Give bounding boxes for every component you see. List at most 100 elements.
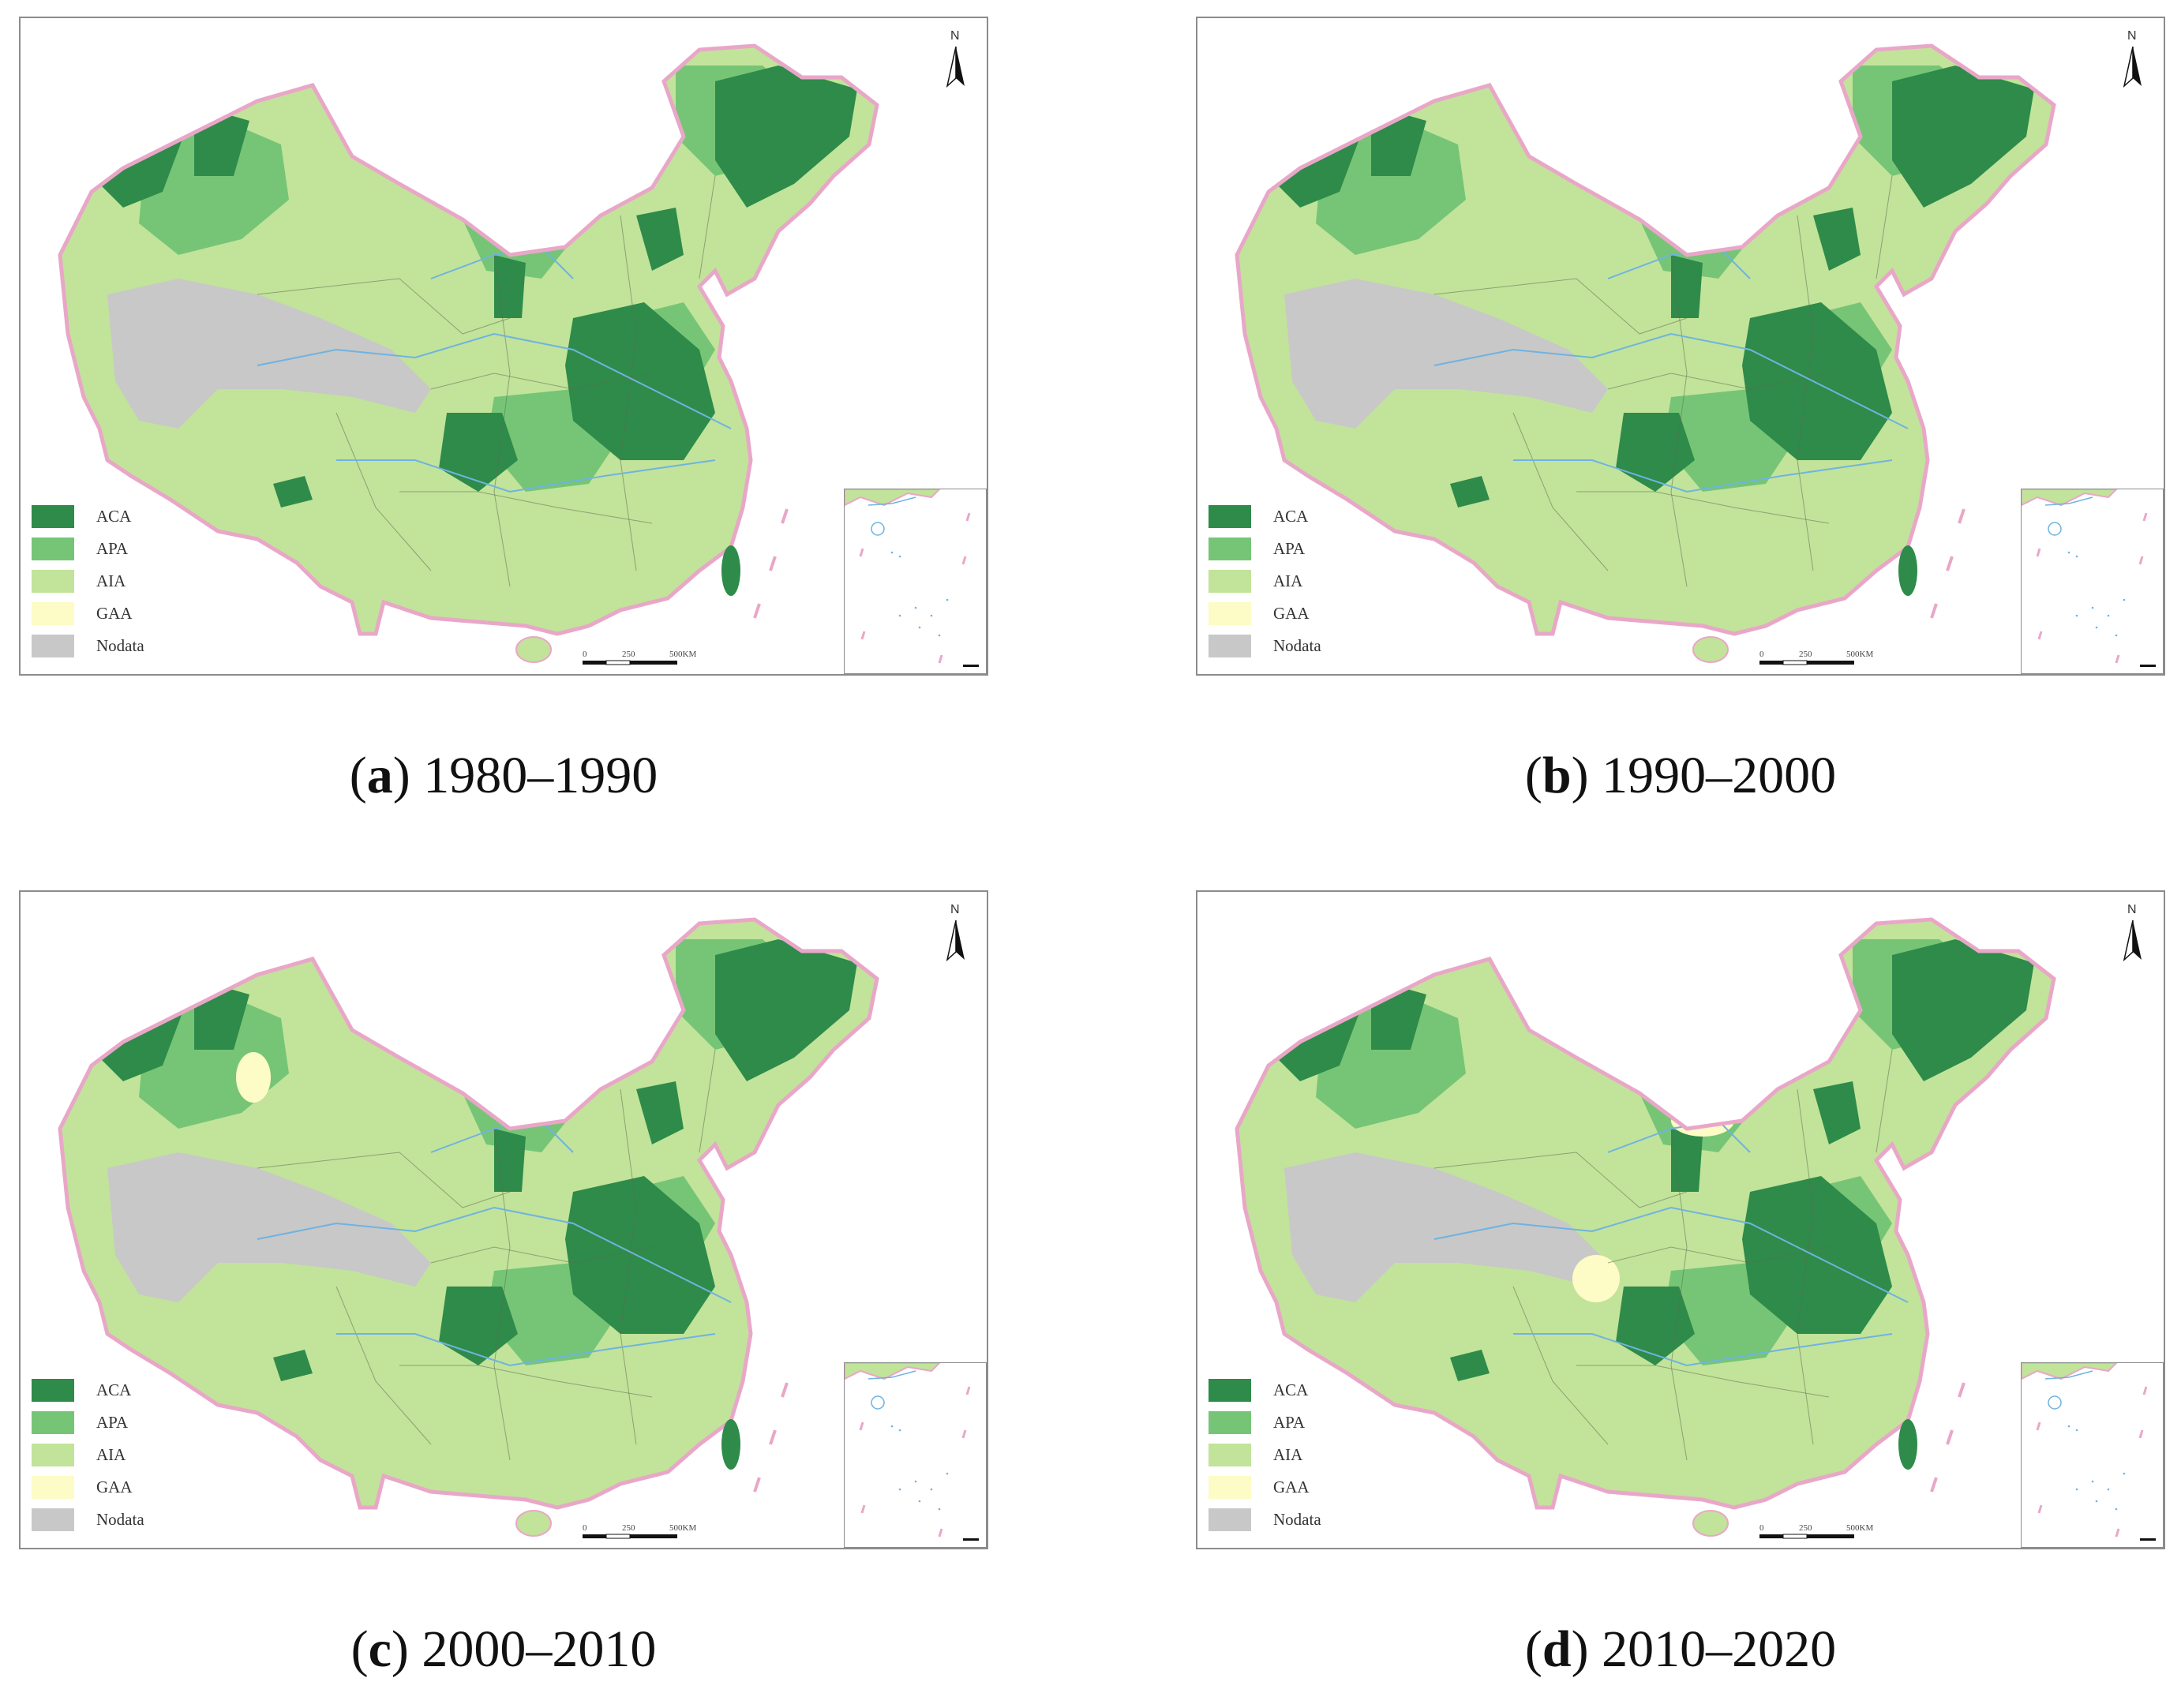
legend-swatch (1209, 635, 1251, 657)
legend-item-aca: ACA (32, 1375, 189, 1407)
region-gaa (236, 1052, 271, 1103)
scale-label: 0 (583, 1523, 587, 1533)
region-nodata (1284, 279, 1608, 429)
map-panel-b: N ACA APA AIA GAA Nodata 0 250 500KM (1196, 17, 2165, 676)
legend-label: Nodata (96, 1510, 144, 1529)
legend-label: APA (1273, 539, 1306, 558)
region-aca (1742, 1176, 1892, 1334)
legend-item-nodata: Nodata (32, 631, 189, 663)
legend-swatch (32, 602, 74, 625)
province-boundary (699, 1049, 716, 1153)
province-boundary (1433, 1152, 1688, 1208)
nine-dash-line (781, 1382, 789, 1398)
region-nodata (107, 1152, 431, 1302)
nine-dash-line (781, 508, 789, 524)
country-border (1235, 917, 2056, 1510)
north-arrow-icon: N (2121, 29, 2145, 92)
legend-swatch (32, 1476, 74, 1499)
scale-label: 0 (1759, 650, 1764, 659)
north-label: N (2127, 903, 2137, 916)
province-boundary (1797, 1088, 1814, 1445)
scale-bar: 0 250 500KM (583, 650, 701, 665)
legend-swatch (1209, 570, 1251, 593)
region-aca (494, 1129, 526, 1192)
river (1433, 1206, 1909, 1303)
legend-label: GAA (1273, 1478, 1310, 1496)
region-aca (636, 208, 684, 271)
river (336, 1333, 716, 1367)
region-aca (1892, 939, 2034, 1081)
region-gaa (1572, 1255, 1620, 1302)
legend-label: ACA (96, 1380, 132, 1399)
legend-label: ACA (1273, 507, 1309, 526)
legend-label: Nodata (1273, 1510, 1321, 1529)
province-boundary (399, 491, 653, 524)
legend-swatch (32, 1444, 74, 1466)
legend-item-aia: AIA (32, 566, 189, 598)
island-hainan (515, 636, 552, 663)
legend-label: AIA (96, 571, 126, 590)
map-panel-c: N ACA APA AIA GAA Nodata 0 250 500KM (19, 890, 988, 1549)
nine-dash-line (1930, 603, 1938, 619)
legend-label: GAA (96, 1478, 133, 1496)
nine-dash-line (753, 1477, 761, 1493)
legend-swatch (32, 1508, 74, 1531)
legend-label: AIA (96, 1445, 126, 1464)
legend-swatch (32, 505, 74, 528)
river (257, 1206, 732, 1303)
legend-item-gaa: GAA (32, 1472, 189, 1504)
region-aca (565, 1176, 715, 1334)
caption-c: (c) 2000–2010 (350, 1620, 657, 1678)
legend-swatch (32, 570, 74, 593)
scale-label: 250 (622, 1523, 635, 1533)
china-map (58, 43, 879, 663)
island-taiwan (721, 1419, 740, 1470)
scale-label: 0 (583, 650, 587, 659)
region-aca (565, 302, 715, 460)
legend-item-aca: ACA (32, 501, 189, 534)
province-boundary (1512, 412, 1609, 571)
region-aca (1892, 66, 2034, 208)
legend-label: AIA (1273, 1445, 1303, 1464)
scale-label: 250 (1799, 650, 1812, 659)
legend-swatch (1209, 1476, 1251, 1499)
legend: ACA APA AIA GAA Nodata (1209, 501, 1366, 663)
scale-label: 500KM (1846, 1523, 1874, 1533)
legend-swatch (1209, 1411, 1251, 1434)
legend-label: ACA (1273, 1380, 1309, 1399)
province-boundary (620, 215, 637, 571)
legend-item-apa: APA (1209, 534, 1366, 566)
legend: ACA APA AIA GAA Nodata (1209, 1375, 1366, 1537)
island-taiwan (1898, 545, 1917, 596)
legend: ACA APA AIA GAA Nodata (32, 501, 189, 663)
legend-item-aca: ACA (1209, 501, 1366, 534)
caption-a: (a) 1980–1990 (349, 747, 658, 804)
province-boundary (493, 1128, 511, 1461)
province-boundary (257, 278, 511, 335)
region-aca (1450, 476, 1490, 508)
legend-label: ACA (96, 507, 132, 526)
legend-label: APA (96, 539, 129, 558)
china-map (1235, 917, 2056, 1537)
river (257, 332, 732, 429)
north-label: N (2127, 29, 2137, 43)
country-border (1235, 43, 2056, 636)
legend-item-aia: AIA (32, 1440, 189, 1472)
nine-dash-line (1946, 1429, 1954, 1445)
province-boundary (1576, 491, 1830, 524)
region-aca (715, 939, 857, 1081)
region-nodata (1284, 1152, 1608, 1302)
legend-swatch (32, 1411, 74, 1434)
region-aca (273, 1350, 313, 1381)
province-boundary (1876, 175, 1893, 279)
region-aca (1450, 1350, 1490, 1381)
map-panel-d: N ACA APA AIA GAA Nodata 0 250 500KM (1196, 890, 2165, 1549)
region-aca (1616, 413, 1695, 492)
legend-item-gaa: GAA (1209, 1472, 1366, 1504)
province-boundary (1797, 215, 1814, 571)
region-aca (439, 413, 518, 492)
legend-item-apa: APA (32, 534, 189, 566)
north-label: N (950, 29, 960, 43)
legend-item-apa: APA (32, 1407, 189, 1440)
legend-item-nodata: Nodata (1209, 631, 1366, 663)
